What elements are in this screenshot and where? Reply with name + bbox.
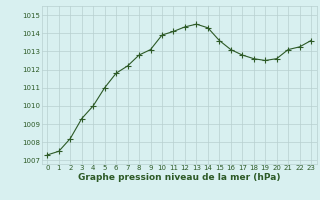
X-axis label: Graphe pression niveau de la mer (hPa): Graphe pression niveau de la mer (hPa) [78,173,280,182]
